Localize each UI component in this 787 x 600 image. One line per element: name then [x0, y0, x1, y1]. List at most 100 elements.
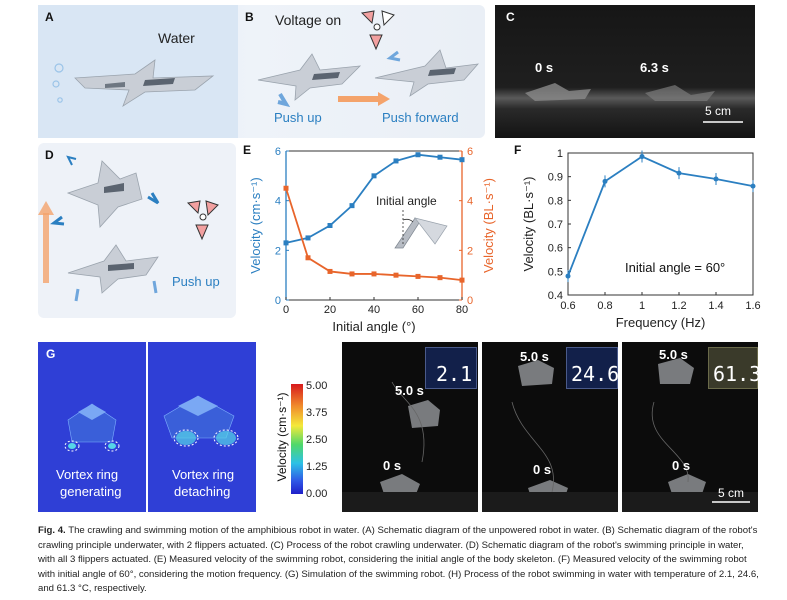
panel-a-robot-illustration	[52, 59, 215, 107]
panel-f-annotation: Initial angle = 60°	[625, 260, 726, 275]
panel-h-frame-1-time-top: 5.0 s	[395, 383, 424, 398]
figure-caption-number: Fig. 4.	[38, 525, 66, 536]
colorbar-tick-1: 3.75	[306, 407, 328, 419]
chart-e-right-tick-label: 0	[467, 295, 473, 307]
chart-f-series-0-point	[750, 183, 756, 189]
panel-c-scale-label: 5 cm	[705, 104, 732, 118]
chart-e-series-0-point	[459, 157, 465, 163]
chart-f-y-tick-label: 0.7	[548, 219, 563, 231]
chart-e-series-0-point	[393, 158, 399, 164]
panel-h-scale-label: 5 cm	[718, 486, 745, 500]
chart-e-series-1-point	[349, 271, 355, 277]
chart-e-series-0-point	[327, 223, 333, 228]
panel-b-push-forward-label: Push forward	[382, 110, 459, 125]
chart-f-series-0-point	[676, 170, 682, 176]
panel-c-photo	[495, 5, 755, 138]
panel-e-label: E	[243, 143, 252, 157]
panel-a-water-label: Water	[158, 30, 195, 46]
colorbar-title: Velocity (cm·s⁻¹)	[275, 392, 289, 482]
temp-display-3-value: 61.3	[713, 362, 762, 386]
colorbar-tick-3: 1.25	[306, 461, 328, 473]
panel-f-chart: 0.6 0.8 1 1.2 1.4 1.6 0.4 0.5 0.6 0.7 0.8 0.9 1 Frequ…	[521, 148, 761, 330]
panel-h-frame-2-time-bottom: 0 s	[533, 462, 552, 477]
chart-e-series-1-point	[327, 268, 333, 274]
chart-f-series-0-point	[713, 176, 719, 182]
chart-e-series-1-point	[415, 273, 421, 279]
panel-f-label: F	[514, 143, 522, 157]
chart-e-series-0-point	[349, 203, 355, 209]
chart-f-x-tick-label: 1.2	[671, 300, 686, 312]
chart-e-x-tick-label: 0	[283, 304, 289, 316]
chart-e-series-1-point	[305, 255, 311, 261]
chart-e-right-tick-label: 4	[467, 196, 473, 208]
panel-g-right-caption-line1: Vortex ring	[172, 467, 235, 482]
panel-h-frame-2-time-top: 5.0 s	[520, 349, 549, 364]
panel-c-time-end: 6.3 s	[640, 60, 669, 75]
panel-b-push-up-label: Push up	[274, 110, 322, 125]
chart-f-x-tick-label: 1.4	[708, 300, 723, 312]
panel-b-label: B	[245, 10, 254, 24]
panel-c-robot-silhouettes	[525, 83, 743, 123]
panel-g-robot-models	[64, 395, 239, 452]
panel-b-robot-illustration	[257, 49, 479, 108]
chart-e-series-1-point	[371, 271, 377, 277]
panel-h-frame-3-time-top: 5.0 s	[659, 347, 688, 362]
chart-e-series-1-point	[459, 277, 465, 283]
chart-f-x-label: Frequency (Hz)	[616, 315, 706, 330]
chart-f-x-tick-label: 1.6	[745, 300, 760, 312]
colorbar-gradient	[291, 384, 303, 494]
chart-f-series-0-point	[639, 154, 645, 160]
temp-display-2-value: 24.6	[571, 362, 620, 386]
chart-f-series-0-line	[567, 155, 754, 277]
chart-e-series-0-point	[283, 240, 289, 246]
chart-e-x-label: Initial angle (°)	[332, 319, 415, 333]
figure-caption-text: The crawling and swimming motion of the …	[38, 525, 759, 594]
chart-e-series-0-point	[437, 154, 443, 160]
figure-caption: Fig. 4. The crawling and swimming motion…	[38, 524, 760, 597]
chart-e-x-tick-label: 60	[412, 304, 424, 316]
panel-d-label: D	[45, 148, 54, 162]
temp-display-2: 24.6	[566, 347, 620, 389]
chart-f-y-tick-label: 0.6	[548, 243, 563, 255]
chart-f-y-tick-label: 0.9	[548, 172, 563, 184]
chart-f-x-tick-label: 1	[639, 300, 645, 312]
chart-e-left-tick-label: 2	[275, 245, 281, 257]
panel-g-right-caption-line2: detaching	[174, 484, 231, 499]
panel-g-left-caption-line1: Vortex ring	[56, 467, 119, 482]
chart-f-y-label: Velocity (BL·s⁻¹)	[521, 177, 536, 272]
panel-b-voltage-label: Voltage on	[275, 12, 342, 28]
temp-display-1-value: 2.1	[436, 362, 473, 386]
colorbar-tick-4: 0.00	[306, 488, 328, 500]
chart-e-left-tick-label: 4	[275, 196, 281, 208]
panel-b-flipper-icon	[360, 10, 395, 51]
chart-e-series-0-point	[371, 173, 377, 179]
panel-c-label: C	[506, 10, 515, 24]
chart-f-y-tick-label: 0.8	[548, 195, 563, 207]
chart-e-series-1-point	[393, 272, 399, 278]
panel-d-push-up-label: Push up	[172, 274, 220, 289]
temp-display-1: 2.1	[425, 347, 477, 389]
colorbar-tick-2: 2.50	[306, 434, 328, 446]
chart-e-series-0-point	[415, 152, 421, 158]
panel-g-left-caption-line2: generating	[60, 484, 122, 499]
chart-e-left-label: Velocity (cm·s⁻¹)	[248, 177, 263, 273]
chart-f-x-tick-label: 0.6	[560, 300, 575, 312]
chart-e-series-0-point	[305, 235, 311, 241]
chart-f-y-tick-label: 0.4	[548, 290, 563, 302]
chart-e-left-tick-label: 6	[275, 146, 281, 158]
chart-e-x-tick-label: 20	[324, 304, 336, 316]
chart-e-x-tick-label: 40	[368, 304, 380, 316]
panel-h-robot-silhouettes	[342, 358, 758, 512]
chart-e-x-tick-label: 80	[456, 304, 468, 316]
chart-f-series-0-point	[602, 178, 608, 184]
panel-h-frame-1-time-bottom: 0 s	[383, 458, 402, 473]
chart-f-x-tick-label: 0.8	[597, 300, 612, 312]
chart-e-left-tick-label: 0	[275, 295, 281, 307]
colorbar-tick-0: 5.00	[306, 380, 328, 392]
panel-a-label: A	[45, 10, 54, 24]
panel-e-angle-inset	[394, 210, 448, 249]
chart-e-right-label: Velocity (BL·s⁻¹)	[481, 178, 496, 273]
chart-e-right-tick-label: 2	[467, 245, 473, 257]
chart-f-y-tick-label: 0.5	[548, 266, 563, 278]
